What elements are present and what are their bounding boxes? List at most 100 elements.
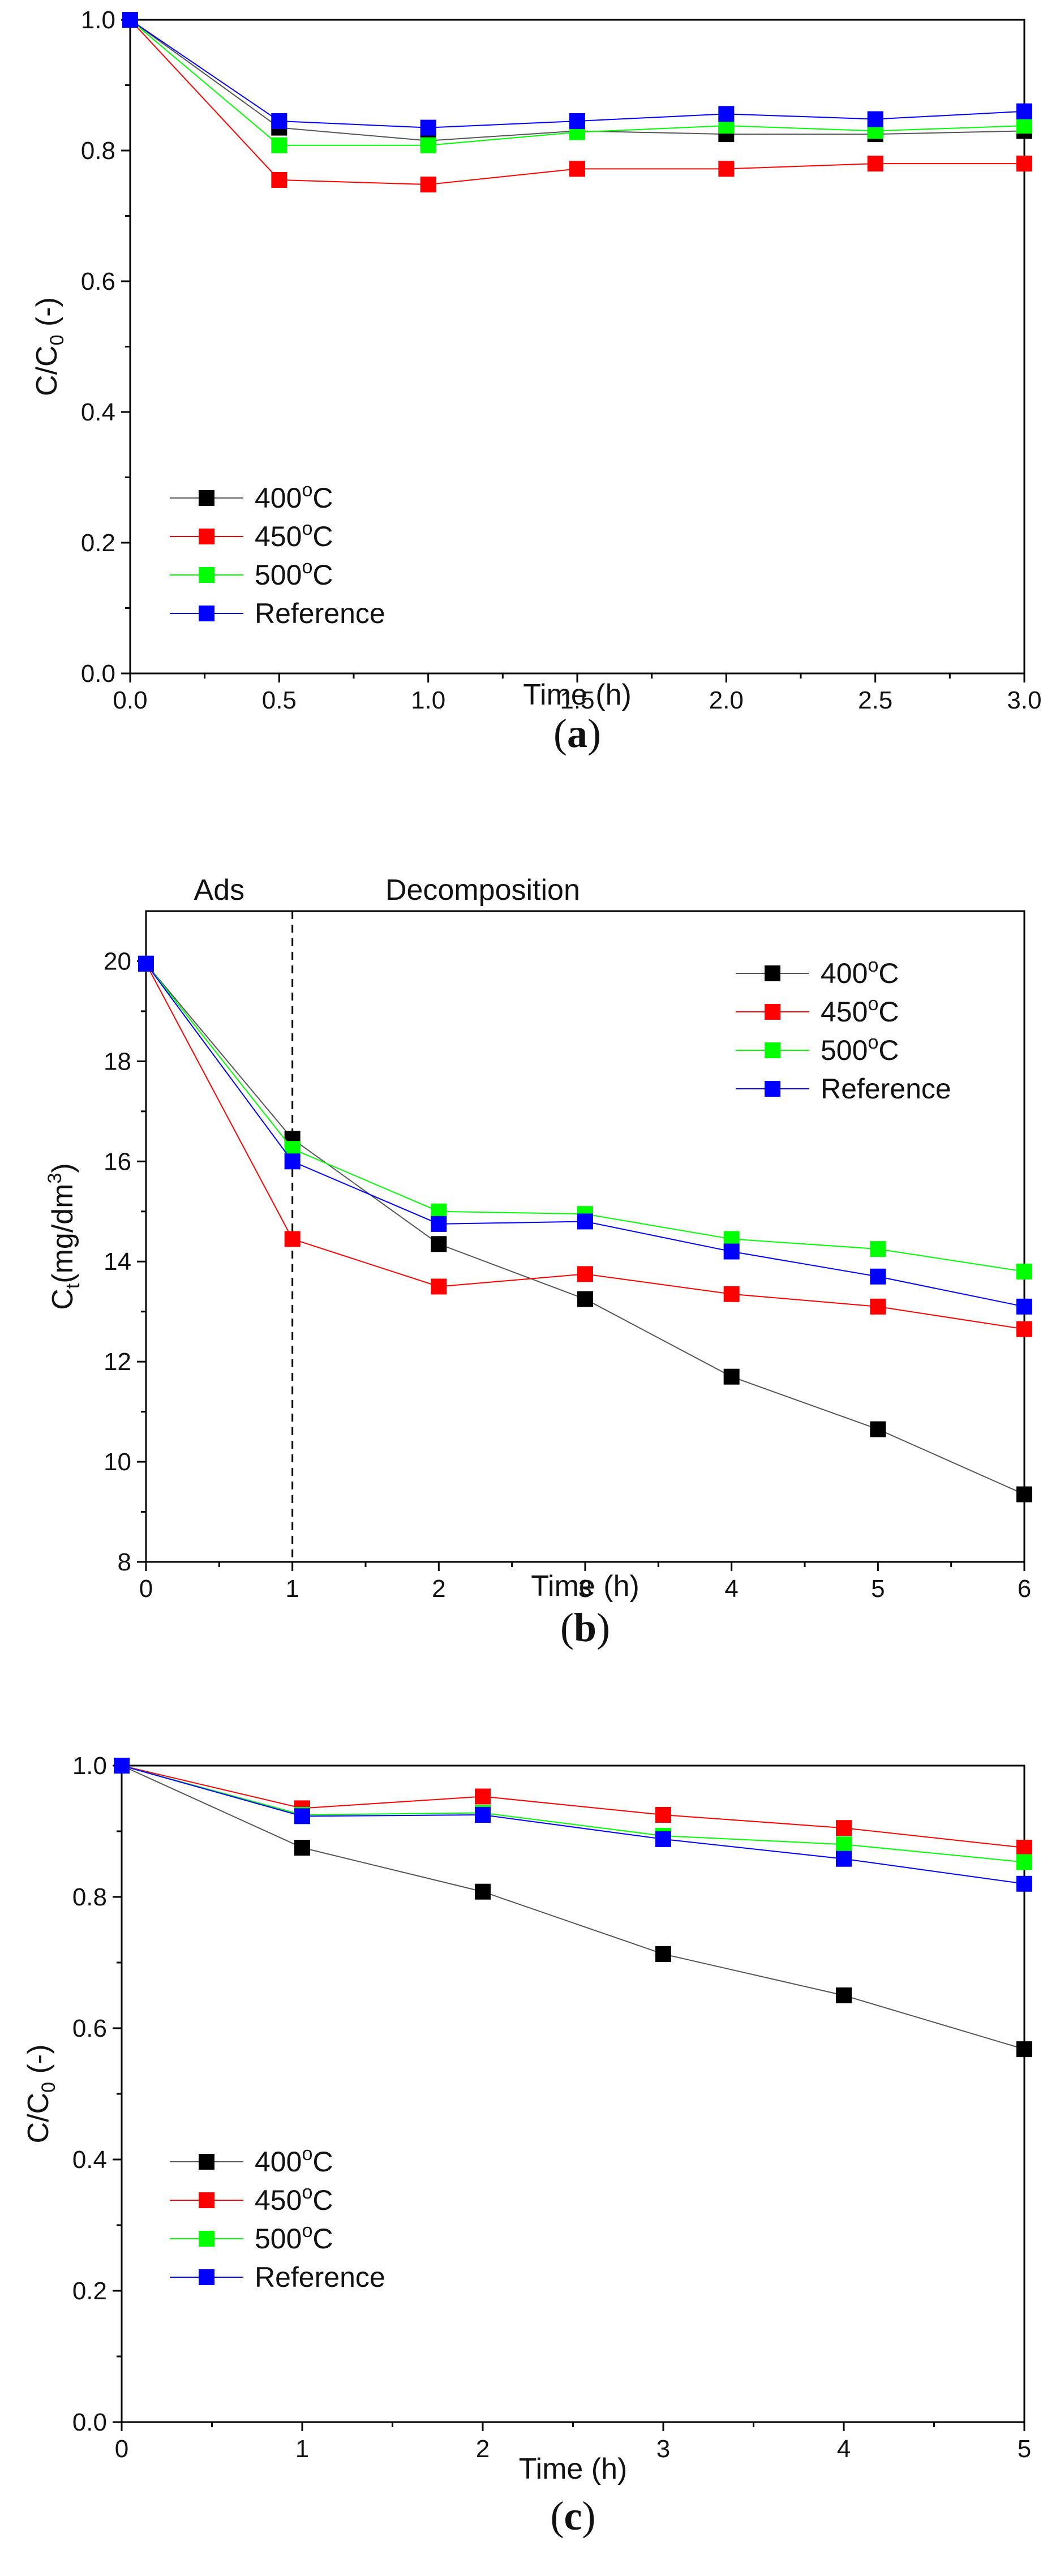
data-point <box>475 1807 491 1823</box>
data-point <box>294 1808 310 1824</box>
x-tick-label: 2 <box>476 2435 490 2463</box>
data-point <box>836 1987 852 2003</box>
chart-panel-a: 0.0 0.5 1.0 1.5 2.0 2.5 3.0 0.0 0.2 0.4 0.6 0.8 1.0 T… <box>31 6 1042 756</box>
x-axis-title: Time (h) <box>531 1570 639 1603</box>
data-point <box>870 1298 886 1315</box>
data-point <box>836 1851 852 1867</box>
x-tick-label: 2 <box>432 1575 445 1603</box>
data-point <box>1016 1298 1032 1315</box>
legend-label: 500oC <box>255 2220 333 2255</box>
plot-frame <box>121 1764 1025 2423</box>
data-point <box>431 1278 447 1295</box>
data-point <box>1016 1486 1032 1502</box>
data-point <box>1016 2041 1032 2058</box>
x-tick-label: 4 <box>724 1575 738 1603</box>
data-point <box>1016 1321 1032 1337</box>
data-point <box>284 1231 301 1247</box>
legend-label: 400oC <box>255 2143 333 2178</box>
x-tick-label: 0.5 <box>262 686 297 714</box>
data-point <box>1016 103 1032 119</box>
legend-marker <box>199 606 214 621</box>
y-tick-label: 0.0 <box>81 660 115 688</box>
y-axis-title: C/C0 (-) <box>31 297 68 396</box>
y-tick-label: 0.6 <box>72 2015 107 2042</box>
y-tick-label: 18 <box>104 1047 131 1075</box>
data-point <box>723 1368 740 1385</box>
y-tick-label: 0.8 <box>72 1883 107 1911</box>
data-point <box>420 137 436 153</box>
phase-annotation: Ads <box>194 874 245 907</box>
legend-marker <box>199 2269 214 2285</box>
legend-marker <box>765 965 780 981</box>
x-tick-label: 1.0 <box>411 686 445 714</box>
legend-label: 500oC <box>255 556 333 591</box>
data-point <box>1016 1840 1032 1856</box>
series-line <box>121 1765 1025 2050</box>
data-point <box>870 1421 886 1437</box>
x-tick-label: 2.5 <box>858 686 892 714</box>
x-tick-label: 1 <box>285 1575 299 1603</box>
legend-label: Reference <box>821 1073 951 1105</box>
x-axis-title: Time (h) <box>523 679 632 711</box>
y-tick-label: 16 <box>104 1148 131 1175</box>
y-tick-label: 0.0 <box>72 2408 107 2436</box>
y-tick-label: 0.8 <box>81 137 115 165</box>
data-point <box>655 1807 671 1823</box>
legend-label: 450oC <box>255 518 333 552</box>
legend-marker <box>765 1042 780 1058</box>
x-tick-label: 5 <box>871 1575 885 1603</box>
data-point <box>723 1243 740 1260</box>
y-tick-label: 14 <box>104 1248 131 1276</box>
data-point <box>271 113 287 130</box>
data-point <box>420 177 436 193</box>
x-tick-label: 0.0 <box>113 686 147 714</box>
data-point <box>870 1268 886 1285</box>
data-point <box>284 1153 301 1170</box>
x-tick-label: 5 <box>1018 2435 1031 2463</box>
data-point <box>271 171 287 188</box>
series-line <box>130 19 1025 128</box>
y-tick-label: 12 <box>104 1348 131 1376</box>
x-tick-label: 3 <box>578 1575 592 1603</box>
data-point <box>431 1216 447 1232</box>
data-point <box>1016 1263 1032 1280</box>
legend-label: 400oC <box>255 479 333 514</box>
data-point <box>271 137 287 153</box>
legend-marker <box>199 529 214 544</box>
legend-marker <box>199 2192 214 2208</box>
legend-label: Reference <box>255 598 385 629</box>
legend-label: 450oC <box>255 2182 333 2216</box>
x-tick-label: 0 <box>139 1575 153 1603</box>
data-point <box>836 1820 852 1836</box>
legend-marker <box>765 1081 780 1097</box>
data-point <box>867 111 883 127</box>
x-tick-label: 4 <box>837 2435 851 2463</box>
data-point <box>577 1213 593 1230</box>
data-point <box>867 156 883 172</box>
data-point <box>475 1883 491 1900</box>
legend-marker <box>199 2231 214 2247</box>
data-point <box>718 106 735 122</box>
legend-marker <box>765 1004 780 1020</box>
y-axis-title: Ct(mg/dm3) <box>44 1163 84 1310</box>
legend-marker <box>199 2154 214 2170</box>
data-point <box>114 1758 130 1774</box>
phase-annotation: Decomposition <box>385 874 580 907</box>
data-point <box>294 1840 310 1856</box>
data-point <box>836 1836 852 1853</box>
x-tick-label: 6 <box>1018 1575 1031 1603</box>
x-tick-label: 3.0 <box>1007 686 1041 714</box>
series-line <box>121 1765 1025 1863</box>
data-point <box>569 161 585 177</box>
panel-label: (a) <box>553 711 601 756</box>
panel-label: (b) <box>560 1605 610 1650</box>
x-tick-label: 1.5 <box>560 686 594 714</box>
data-point <box>655 1946 671 1962</box>
series-line <box>130 19 1024 186</box>
legend-marker <box>199 490 214 506</box>
chart-panel-c: 0 1 2 3 4 5 0.0 0.2 0.4 0.6 0.8 1.0 Time (h) C/C0 (-)… <box>22 1752 1032 2539</box>
y-tick-label: 0.2 <box>72 2277 107 2305</box>
data-point <box>475 1788 491 1805</box>
